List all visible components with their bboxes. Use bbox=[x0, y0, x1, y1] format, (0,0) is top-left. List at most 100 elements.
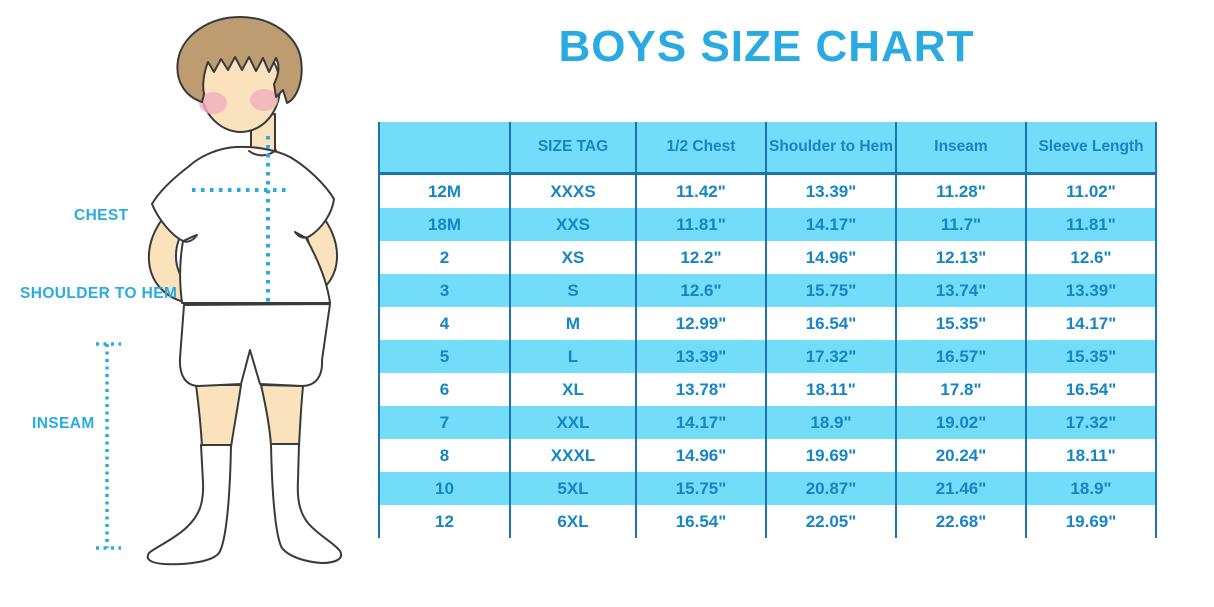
cell-half-chest: 13.78" bbox=[635, 373, 767, 406]
cell-sleeve-length: 11.81" bbox=[1025, 208, 1157, 241]
cell-sleeve-length: 14.17" bbox=[1025, 307, 1157, 340]
inseam-label: INSEAM bbox=[32, 415, 95, 432]
cell-shoulder-to-hem: 13.39" bbox=[765, 173, 897, 208]
cell-sleeve-length: 19.69" bbox=[1025, 505, 1157, 538]
collar-line bbox=[248, 149, 277, 157]
table-row: 4 M 12.99" 16.54" 15.35" 14.17" bbox=[378, 307, 1157, 340]
cell-inseam: 11.7" bbox=[895, 208, 1027, 241]
table-row: 7 XXL 14.17" 18.9" 19.02" 17.32" bbox=[378, 406, 1157, 439]
cell-sleeve-length: 16.54" bbox=[1025, 373, 1157, 406]
cell-shoulder-to-hem: 15.75" bbox=[765, 274, 897, 307]
measurement-illustration: CHEST SHOULDER TO HEM INSEAM bbox=[0, 0, 378, 607]
cell-inseam: 16.57" bbox=[895, 340, 1027, 373]
cell-size: 10 bbox=[378, 472, 511, 505]
cell-inseam: 22.68" bbox=[895, 505, 1027, 538]
shorts-shape bbox=[178, 303, 331, 387]
cell-size-tag: M bbox=[509, 307, 637, 340]
cell-size-tag: 5XL bbox=[509, 472, 637, 505]
cell-size-tag: XXXL bbox=[509, 439, 637, 472]
cell-sleeve-length: 15.35" bbox=[1025, 340, 1157, 373]
cell-size: 3 bbox=[378, 274, 511, 307]
cell-shoulder-to-hem: 17.32" bbox=[765, 340, 897, 373]
cell-shoulder-to-hem: 16.54" bbox=[765, 307, 897, 340]
cell-shoulder-to-hem: 20.87" bbox=[765, 472, 897, 505]
tshirt-shape bbox=[151, 145, 335, 304]
cell-half-chest: 16.54" bbox=[635, 505, 767, 538]
table-header-row: SIZE TAG 1/2 Chest Shoulder to Hem Insea… bbox=[378, 122, 1157, 175]
cell-size: 6 bbox=[378, 373, 511, 406]
cell-shoulder-to-hem: 14.17" bbox=[765, 208, 897, 241]
measurement-lines bbox=[96, 136, 291, 550]
size-table: SIZE TAG 1/2 Chest Shoulder to Hem Insea… bbox=[378, 122, 1157, 538]
table-row: 18M XXS 11.81" 14.17" 11.7" 11.81" bbox=[378, 208, 1157, 241]
cell-size-tag: XXS bbox=[509, 208, 637, 241]
cell-size-tag: L bbox=[509, 340, 637, 373]
cell-half-chest: 12.6" bbox=[635, 274, 767, 307]
cell-inseam: 17.8" bbox=[895, 373, 1027, 406]
table-row: 8 XXXL 14.96" 19.69" 20.24" 18.11" bbox=[378, 439, 1157, 472]
hair-shape bbox=[176, 16, 303, 104]
cell-sleeve-length: 17.32" bbox=[1025, 406, 1157, 439]
cell-half-chest: 12.99" bbox=[635, 307, 767, 340]
cell-inseam: 15.35" bbox=[895, 307, 1027, 340]
header-cell-half-chest: 1/2 Chest bbox=[635, 122, 767, 175]
table-row: 6 XL 13.78" 18.11" 17.8" 16.54" bbox=[378, 373, 1157, 406]
blush-right bbox=[250, 89, 278, 111]
cell-half-chest: 11.42" bbox=[635, 173, 767, 208]
cell-shoulder-to-hem: 22.05" bbox=[765, 505, 897, 538]
size-table-body: 12M XXXS 11.42" 13.39" 11.28" 11.02" 18M… bbox=[378, 173, 1157, 538]
cell-size: 12 bbox=[378, 505, 511, 538]
cell-size-tag: 6XL bbox=[509, 505, 637, 538]
cell-shoulder-to-hem: 19.69" bbox=[765, 439, 897, 472]
table-row: 12M XXXS 11.42" 13.39" 11.28" 11.02" bbox=[378, 173, 1157, 208]
table-row: 10 5XL 15.75" 20.87" 21.46" 18.9" bbox=[378, 472, 1157, 505]
cell-half-chest: 11.81" bbox=[635, 208, 767, 241]
cell-inseam: 11.28" bbox=[895, 173, 1027, 208]
table-row: 12 6XL 16.54" 22.05" 22.68" 19.69" bbox=[378, 505, 1157, 538]
cell-half-chest: 14.96" bbox=[635, 439, 767, 472]
chest-label: CHEST bbox=[74, 207, 129, 224]
cell-half-chest: 12.2" bbox=[635, 241, 767, 274]
shoulder-to-hem-label: SHOULDER TO HEM bbox=[20, 285, 178, 302]
cell-size: 8 bbox=[378, 439, 511, 472]
cell-sleeve-length: 11.02" bbox=[1025, 173, 1157, 208]
header-cell-inseam: Inseam bbox=[895, 122, 1027, 175]
cell-inseam: 21.46" bbox=[895, 472, 1027, 505]
cell-size-tag: XL bbox=[509, 373, 637, 406]
cell-shoulder-to-hem: 18.9" bbox=[765, 406, 897, 439]
chart-area: BOYS SIZE CHART SIZE TAG 1/2 Chest Shoul… bbox=[378, 0, 1157, 607]
blush-left bbox=[199, 92, 227, 114]
right-leg-shape bbox=[260, 384, 304, 447]
cell-size: 12M bbox=[378, 173, 511, 208]
left-leg-shape bbox=[195, 384, 242, 448]
header-cell-sleeve-length: Sleeve Length bbox=[1025, 122, 1157, 175]
cell-size: 5 bbox=[378, 340, 511, 373]
left-sock-shape bbox=[146, 444, 232, 566]
table-row: 2 XS 12.2" 14.96" 12.13" 12.6" bbox=[378, 241, 1157, 274]
table-row: 3 S 12.6" 15.75" 13.74" 13.39" bbox=[378, 274, 1157, 307]
cell-size: 18M bbox=[378, 208, 511, 241]
header-cell-shoulder-to-hem: Shoulder to Hem bbox=[765, 122, 897, 175]
cell-inseam: 13.74" bbox=[895, 274, 1027, 307]
cell-shoulder-to-hem: 18.11" bbox=[765, 373, 897, 406]
cell-half-chest: 14.17" bbox=[635, 406, 767, 439]
cell-sleeve-length: 12.6" bbox=[1025, 241, 1157, 274]
header-cell-size-tag: SIZE TAG bbox=[509, 122, 637, 175]
boy-figure-illustration bbox=[96, 16, 342, 566]
right-sock-shape bbox=[270, 443, 342, 564]
table-row: 5 L 13.39" 17.32" 16.57" 15.35" bbox=[378, 340, 1157, 373]
cell-size: 4 bbox=[378, 307, 511, 340]
cell-size: 2 bbox=[378, 241, 511, 274]
cell-inseam: 12.13" bbox=[895, 241, 1027, 274]
cell-half-chest: 13.39" bbox=[635, 340, 767, 373]
cell-inseam: 20.24" bbox=[895, 439, 1027, 472]
cell-sleeve-length: 13.39" bbox=[1025, 274, 1157, 307]
cell-sleeve-length: 18.11" bbox=[1025, 439, 1157, 472]
cell-size-tag: S bbox=[509, 274, 637, 307]
cell-half-chest: 15.75" bbox=[635, 472, 767, 505]
cell-sleeve-length: 18.9" bbox=[1025, 472, 1157, 505]
cell-inseam: 19.02" bbox=[895, 406, 1027, 439]
cell-size-tag: XS bbox=[509, 241, 637, 274]
cell-shoulder-to-hem: 14.96" bbox=[765, 241, 897, 274]
header-cell-size bbox=[378, 122, 511, 175]
